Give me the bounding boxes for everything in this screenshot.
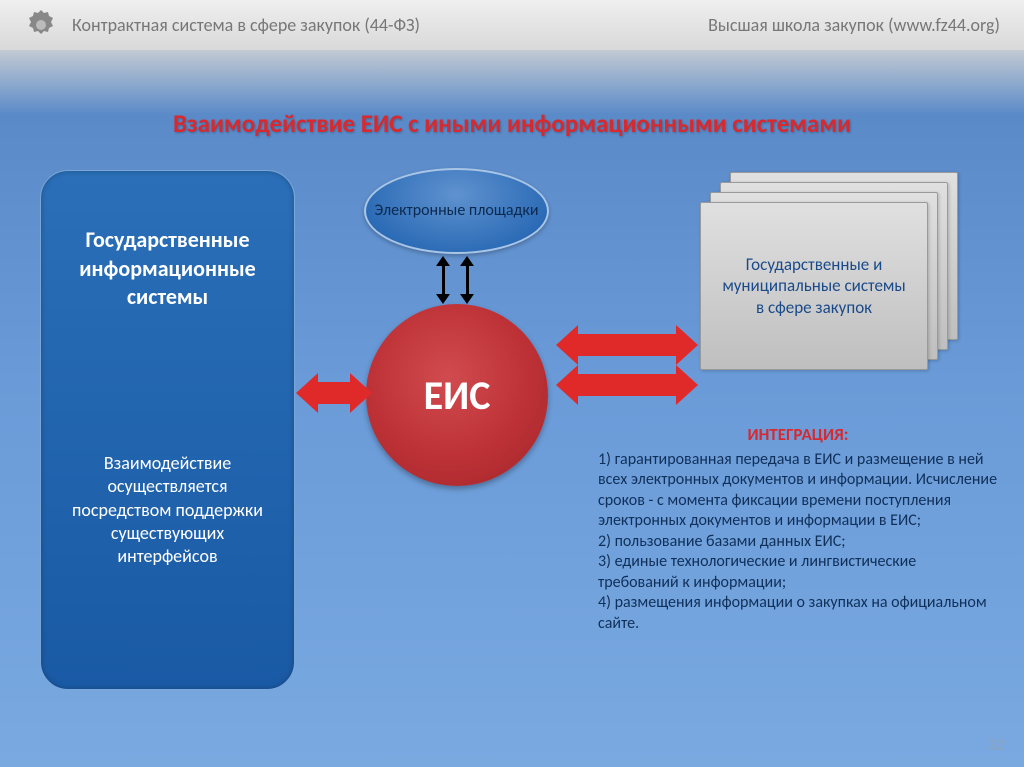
integration-block: ИНТЕГРАЦИЯ: 1) гарантированная передача … (598, 424, 998, 634)
ellipse-label: Электронные площадки (375, 202, 539, 220)
arrow-left (318, 382, 350, 404)
header: Контрактная система в сфере закупок (44-… (0, 0, 1024, 50)
arrow-vertical-2 (466, 266, 469, 294)
integration-item-1: 1) гарантированная передача в ЕИС и разм… (598, 450, 998, 532)
integration-item-4: 4) размещения информации о закупках на о… (598, 593, 998, 634)
integration-heading: ИНТЕГРАЦИЯ: (598, 424, 998, 446)
header-left: Контрактная система в сфере закупок (44-… (24, 8, 420, 42)
center-circle-label: ЕИС (424, 371, 491, 420)
right-stack: Государственные и муниципальные системы … (700, 172, 960, 372)
integration-item-3: 3) единые технологические и лингвистичес… (598, 552, 998, 593)
slide-title: Взаимодействие ЕИС с иными информационны… (0, 108, 1024, 139)
left-box-subtext: Взаимодействие осуществляется посредство… (59, 452, 276, 569)
left-box-gis: Государственные информационные системы В… (40, 170, 295, 690)
stack-card-front: Государственные и муниципальные системы … (700, 202, 928, 370)
arrow-right-1 (578, 334, 676, 356)
header-title-right: Высшая школа закупок (www.fz44.org) (708, 14, 1000, 36)
arrow-right-2 (578, 374, 676, 396)
header-title-left: Контрактная система в сфере закупок (44-… (72, 14, 420, 36)
arrow-vertical-1 (442, 266, 445, 294)
center-circle-eis: ЕИС (366, 304, 548, 486)
stack-card-label: Государственные и муниципальные системы … (719, 254, 909, 318)
integration-item-2: 2) пользование базами данных ЕИС; (598, 532, 998, 552)
page-number: 32 (988, 736, 1004, 755)
coat-of-arms-icon (24, 8, 58, 42)
left-box-heading: Государственные информационные системы (59, 226, 276, 312)
ellipse-platforms: Электронные площадки (364, 168, 549, 254)
